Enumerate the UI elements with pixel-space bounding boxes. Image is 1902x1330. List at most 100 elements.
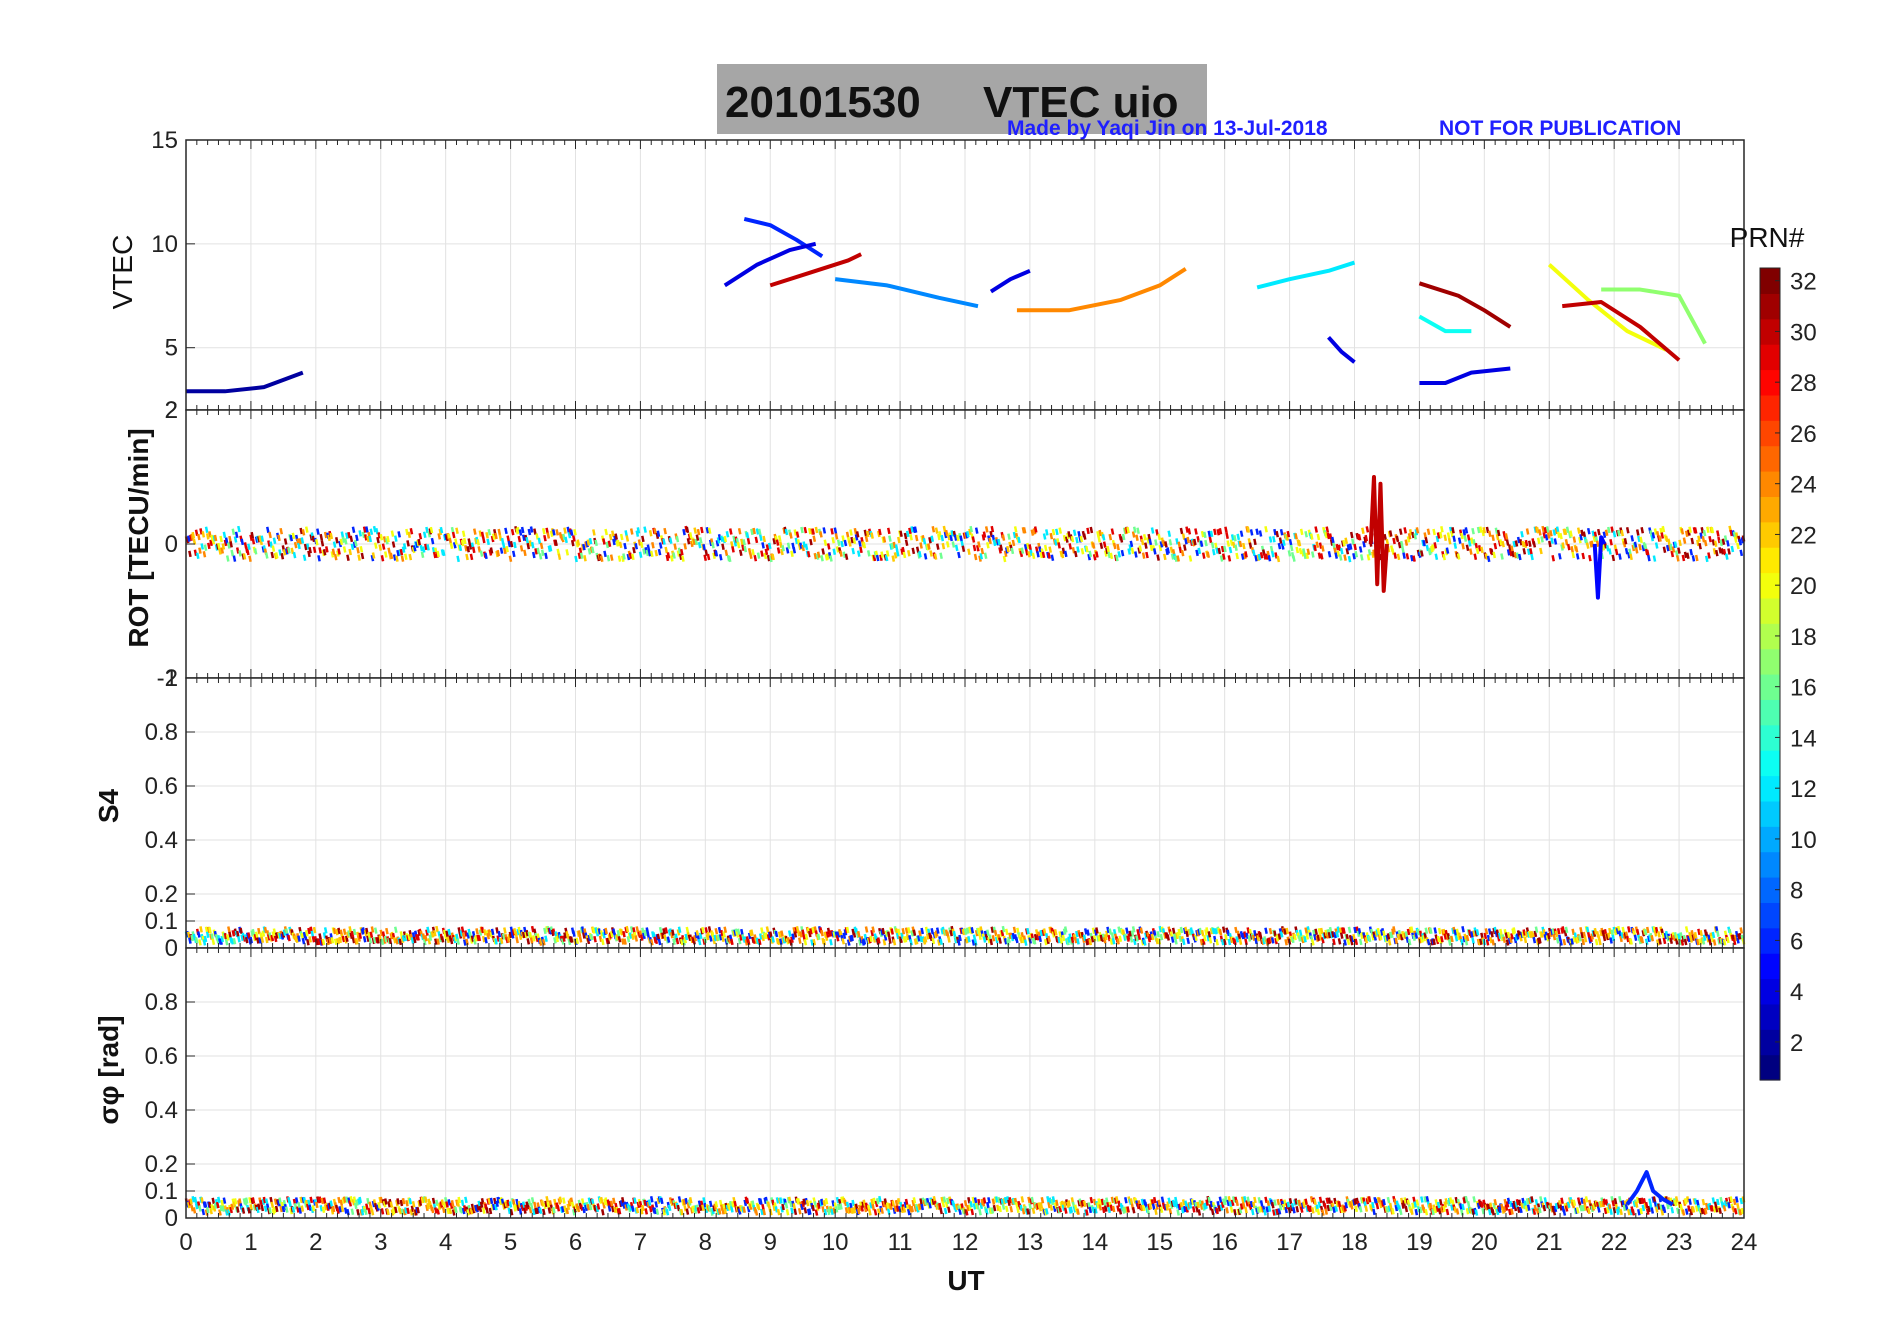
noise-mark: [299, 527, 304, 535]
noise-mark: [1455, 928, 1460, 936]
y-tick-label: 0.1: [145, 908, 178, 935]
noise-mark: [920, 1203, 925, 1211]
noise-mark: [1438, 531, 1443, 539]
noise-mark: [1349, 531, 1354, 539]
noise-mark: [428, 934, 433, 941]
noise-mark: [507, 540, 512, 548]
noise-mark: [1543, 527, 1548, 534]
noise-mark: [1184, 538, 1188, 545]
noise-mark: [1586, 931, 1591, 939]
noise-mark: [771, 553, 775, 561]
noise-mark: [1497, 540, 1502, 547]
noise-mark: [188, 937, 192, 944]
noise-mark: [186, 931, 191, 939]
noise-mark: [381, 543, 386, 550]
noise-mark: [986, 1201, 990, 1209]
noise-mark: [301, 529, 306, 536]
noise-mark: [511, 929, 516, 936]
noise-mark: [665, 1208, 670, 1216]
noise-mark: [211, 938, 216, 945]
noise-mark: [287, 934, 291, 942]
noise-mark: [622, 930, 626, 938]
series-line: [989, 269, 1031, 294]
noise-mark: [343, 937, 348, 944]
noise-mark: [1255, 528, 1259, 535]
noise-mark: [619, 1200, 624, 1207]
noise-mark: [1520, 531, 1524, 538]
noise-mark: [1120, 549, 1125, 557]
noise-mark: [1732, 531, 1737, 538]
series-line: [1418, 314, 1472, 334]
noise-mark: [1505, 939, 1510, 946]
noise-mark: [971, 1196, 976, 1204]
noise-mark: [858, 939, 862, 946]
noise-mark: [447, 928, 452, 936]
noise-mark: [473, 938, 477, 945]
noise-mark: [1514, 934, 1519, 941]
noise-mark: [1146, 1207, 1150, 1215]
noise-mark: [687, 533, 692, 540]
noise-mark: [268, 1207, 272, 1214]
noise-mark: [1733, 536, 1738, 543]
noise-mark: [1236, 533, 1241, 541]
noise-mark: [194, 529, 199, 537]
noise-mark: [1450, 530, 1454, 538]
noise-mark: [420, 551, 425, 559]
noise-mark: [1033, 933, 1038, 941]
noise-mark: [1576, 527, 1581, 534]
noise-mark: [434, 1207, 438, 1214]
noise-mark: [1233, 534, 1237, 542]
noise-mark: [684, 1197, 689, 1205]
noise-mark: [1727, 548, 1731, 555]
noise-mark: [251, 1197, 256, 1204]
noise-mark: [1179, 1201, 1184, 1209]
noise-mark: [1395, 535, 1400, 543]
noise-mark: [356, 1208, 360, 1216]
noise-mark: [231, 528, 236, 535]
noise-mark: [701, 1204, 705, 1212]
noise-mark: [657, 938, 662, 946]
noise-mark: [890, 928, 894, 935]
noise-mark: [1631, 544, 1636, 552]
noise-mark: [1564, 926, 1569, 934]
noise-mark: [1181, 938, 1186, 946]
noise-mark: [1297, 539, 1302, 547]
noise-mark: [599, 930, 604, 937]
noise-mark: [1431, 1208, 1435, 1216]
noise-mark: [629, 528, 634, 535]
noise-mark: [984, 526, 989, 533]
noise-mark: [414, 1209, 418, 1216]
noise-mark: [1389, 931, 1394, 939]
noise-mark: [1504, 533, 1509, 540]
noise-mark: [485, 1207, 489, 1214]
noise-mark: [267, 540, 271, 547]
noise-mark: [277, 1199, 281, 1207]
noise-mark: [860, 1205, 864, 1212]
noise-mark: [912, 1197, 917, 1204]
noise-mark: [514, 931, 518, 938]
noise-mark: [807, 1208, 812, 1215]
noise-mark: [578, 936, 583, 943]
noise-mark: [191, 531, 196, 539]
noise-mark: [386, 1208, 390, 1216]
noise-mark: [342, 1196, 347, 1203]
noise-mark: [309, 1196, 314, 1204]
noise-mark: [1169, 1202, 1174, 1209]
noise-mark: [1144, 932, 1148, 939]
noise-mark: [721, 935, 725, 942]
noise-mark: [371, 1200, 376, 1208]
y-tick-label: 2: [165, 397, 178, 424]
noise-mark: [843, 1199, 848, 1207]
noise-mark: [1055, 528, 1059, 536]
noise-mark: [1435, 1205, 1440, 1213]
noise-mark: [1234, 926, 1238, 934]
noise-mark: [1365, 526, 1370, 533]
noise-mark: [1001, 534, 1006, 541]
noise-mark: [1065, 536, 1069, 543]
noise-mark: [759, 1198, 763, 1205]
noise-mark: [756, 1203, 761, 1211]
noise-mark: [1303, 552, 1307, 560]
noise-mark: [1346, 544, 1351, 551]
noise-mark: [1476, 526, 1481, 534]
noise-mark: [634, 543, 639, 550]
